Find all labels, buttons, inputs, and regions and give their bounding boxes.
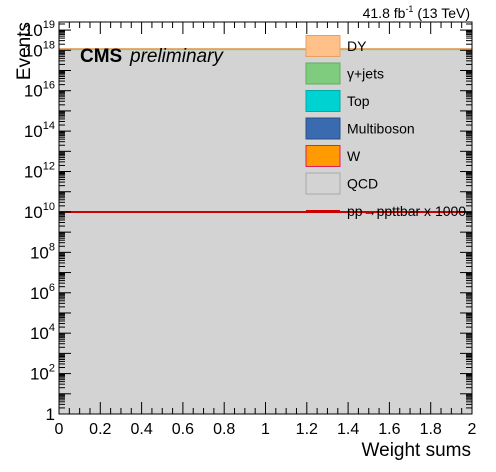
x-tick-label: 1	[261, 421, 270, 438]
y-tick-label: 104	[30, 322, 55, 343]
legend-label: DY	[347, 38, 367, 54]
y-tick-label: 1	[46, 405, 55, 424]
y-tick-label: 1018	[24, 39, 55, 60]
legend-swatch	[305, 62, 341, 85]
x-tick-label: 0.2	[89, 421, 111, 438]
lumi-label: 41.8 fb-1 (13 TeV)	[363, 4, 470, 21]
x-tick-label: 1.4	[337, 421, 359, 438]
y-tick-label: 1012	[24, 161, 55, 182]
cms-preliminary-label: preliminary	[129, 46, 224, 67]
x-tick-label: 0.4	[130, 421, 152, 438]
legend: DY γ+jets Top Multiboson W QCD pp→ppttbar x 10…	[305, 35, 466, 219]
legend-label: Top	[347, 93, 370, 109]
y-tick-label: 102	[30, 363, 55, 384]
legend-label: W	[347, 148, 361, 164]
qcd-histogram	[59, 50, 472, 414]
y-tick-label: 1014	[24, 120, 55, 141]
x-tick-label: 1.8	[420, 421, 442, 438]
legend-swatch	[305, 172, 341, 195]
legend-label: γ+jets	[347, 66, 384, 82]
legend-swatch	[305, 145, 341, 167]
legend-swatch	[305, 35, 341, 57]
legend-swatch	[305, 90, 341, 112]
gjets-histogram	[59, 48, 472, 51]
x-axis-label: Weight sums	[362, 440, 471, 461]
legend-swatch	[305, 117, 341, 140]
y-tick-label: 1010	[24, 201, 55, 222]
x-tick-label: 0	[55, 421, 64, 438]
x-tick-label: 1.6	[378, 421, 400, 438]
x-tick-label: 2	[468, 421, 477, 438]
legend-label: QCD	[347, 176, 378, 192]
y-tick-label: 108	[30, 241, 55, 262]
y-tick-label: 106	[30, 282, 55, 303]
y-axis-label: Events	[14, 22, 35, 80]
x-tick-label: 1.2	[296, 421, 318, 438]
x-tick-label: 0.6	[172, 421, 194, 438]
y-tick-label: 1016	[24, 80, 55, 101]
cms-label: CMS	[80, 46, 122, 67]
y-tick-label: 1019	[24, 19, 55, 40]
axes: 0 0.2 0.4 0.6 0.8 1 1.2 1.4 1.6 1.8 2 1 102 104 106 108…	[24, 19, 477, 438]
x-tick-label: 0.8	[213, 421, 235, 438]
legend-label: pp→ppttbar x 1000	[347, 203, 466, 219]
legend-label: Multiboson	[347, 121, 415, 137]
